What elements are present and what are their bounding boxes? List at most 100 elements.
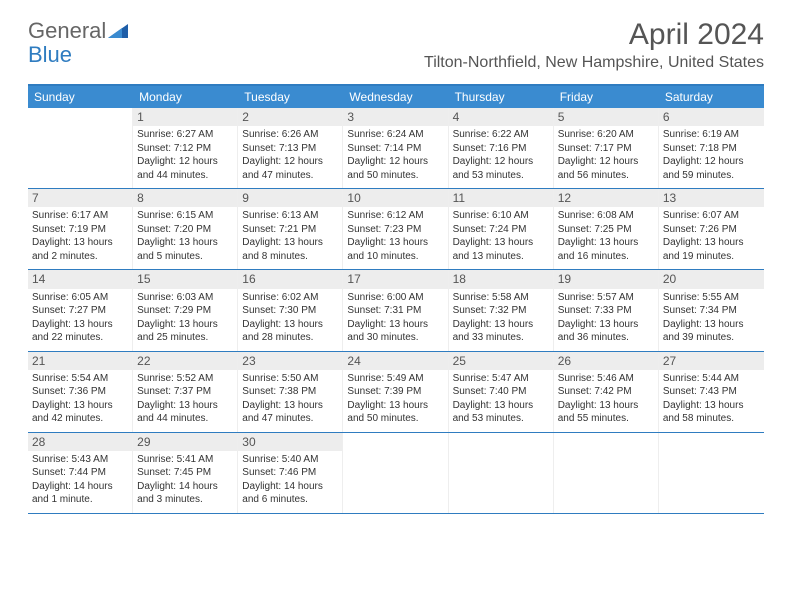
sunset-line: Sunset: 7:24 PM <box>453 223 549 237</box>
day-number: 9 <box>238 189 342 207</box>
weekday-header: Monday <box>133 86 238 108</box>
sunrise-line: Sunrise: 5:43 AM <box>32 453 128 467</box>
daylight-line: Daylight: 13 hours and 42 minutes. <box>32 399 128 426</box>
day-number: 19 <box>554 270 658 288</box>
day-number: 22 <box>133 352 237 370</box>
daylight-line: Daylight: 13 hours and 33 minutes. <box>453 318 549 345</box>
day-cell: . <box>343 433 448 513</box>
sunrise-line: Sunrise: 6:19 AM <box>663 128 760 142</box>
week-row: 21Sunrise: 5:54 AMSunset: 7:36 PMDayligh… <box>28 352 764 433</box>
day-number: 8 <box>133 189 237 207</box>
sunrise-line: Sunrise: 6:20 AM <box>558 128 654 142</box>
sunrise-line: Sunrise: 6:27 AM <box>137 128 233 142</box>
day-cell: . <box>554 433 659 513</box>
day-cell: . <box>28 108 133 188</box>
sunset-line: Sunset: 7:27 PM <box>32 304 128 318</box>
daylight-line: Daylight: 13 hours and 25 minutes. <box>137 318 233 345</box>
sunset-line: Sunset: 7:31 PM <box>347 304 443 318</box>
sunset-line: Sunset: 7:19 PM <box>32 223 128 237</box>
daylight-line: Daylight: 13 hours and 39 minutes. <box>663 318 760 345</box>
weekday-header: Saturday <box>659 86 764 108</box>
sunrise-line: Sunrise: 6:24 AM <box>347 128 443 142</box>
day-number: 29 <box>133 433 237 451</box>
calendar: SundayMondayTuesdayWednesdayThursdayFrid… <box>28 84 764 514</box>
sunset-line: Sunset: 7:32 PM <box>453 304 549 318</box>
sunset-line: Sunset: 7:18 PM <box>663 142 760 156</box>
week-row: 7Sunrise: 6:17 AMSunset: 7:19 PMDaylight… <box>28 189 764 270</box>
day-cell: 21Sunrise: 5:54 AMSunset: 7:36 PMDayligh… <box>28 352 133 432</box>
sunset-line: Sunset: 7:13 PM <box>242 142 338 156</box>
daylight-line: Daylight: 13 hours and 22 minutes. <box>32 318 128 345</box>
daylight-line: Daylight: 13 hours and 19 minutes. <box>663 236 760 263</box>
sunset-line: Sunset: 7:46 PM <box>242 466 338 480</box>
sunrise-line: Sunrise: 5:55 AM <box>663 291 760 305</box>
sunset-line: Sunset: 7:39 PM <box>347 385 443 399</box>
day-cell: 26Sunrise: 5:46 AMSunset: 7:42 PMDayligh… <box>554 352 659 432</box>
sunset-line: Sunset: 7:37 PM <box>137 385 233 399</box>
sunrise-line: Sunrise: 6:02 AM <box>242 291 338 305</box>
day-cell: 28Sunrise: 5:43 AMSunset: 7:44 PMDayligh… <box>28 433 133 513</box>
day-number: 27 <box>659 352 764 370</box>
daylight-line: Daylight: 12 hours and 53 minutes. <box>453 155 549 182</box>
week-row: 14Sunrise: 6:05 AMSunset: 7:27 PMDayligh… <box>28 270 764 351</box>
day-number: 5 <box>554 108 658 126</box>
month-title: April 2024 <box>424 18 764 52</box>
sunrise-line: Sunrise: 5:41 AM <box>137 453 233 467</box>
day-cell: 7Sunrise: 6:17 AMSunset: 7:19 PMDaylight… <box>28 189 133 269</box>
sunset-line: Sunset: 7:44 PM <box>32 466 128 480</box>
day-number: 13 <box>659 189 764 207</box>
daylight-line: Daylight: 13 hours and 2 minutes. <box>32 236 128 263</box>
sunset-line: Sunset: 7:14 PM <box>347 142 443 156</box>
sunset-line: Sunset: 7:20 PM <box>137 223 233 237</box>
day-cell: 23Sunrise: 5:50 AMSunset: 7:38 PMDayligh… <box>238 352 343 432</box>
day-cell: 17Sunrise: 6:00 AMSunset: 7:31 PMDayligh… <box>343 270 448 350</box>
day-number: 30 <box>238 433 342 451</box>
day-number: 6 <box>659 108 764 126</box>
day-number: 2 <box>238 108 342 126</box>
day-cell: 2Sunrise: 6:26 AMSunset: 7:13 PMDaylight… <box>238 108 343 188</box>
daylight-line: Daylight: 13 hours and 10 minutes. <box>347 236 443 263</box>
weekday-header: Wednesday <box>343 86 448 108</box>
day-number: 7 <box>28 189 132 207</box>
sunrise-line: Sunrise: 6:12 AM <box>347 209 443 223</box>
daylight-line: Daylight: 12 hours and 59 minutes. <box>663 155 760 182</box>
sunrise-line: Sunrise: 5:47 AM <box>453 372 549 386</box>
logo-text-2: Blue <box>28 42 72 68</box>
daylight-line: Daylight: 13 hours and 5 minutes. <box>137 236 233 263</box>
day-number: 21 <box>28 352 132 370</box>
day-number: 20 <box>659 270 764 288</box>
day-cell: 11Sunrise: 6:10 AMSunset: 7:24 PMDayligh… <box>449 189 554 269</box>
daylight-line: Daylight: 14 hours and 3 minutes. <box>137 480 233 507</box>
week-row: .1Sunrise: 6:27 AMSunset: 7:12 PMDayligh… <box>28 108 764 189</box>
sunrise-line: Sunrise: 6:08 AM <box>558 209 654 223</box>
day-cell: 8 Sunrise: 6:15 AMSunset: 7:20 PMDaylight… <box>133 189 238 269</box>
sunset-line: Sunset: 7:12 PM <box>137 142 233 156</box>
day-cell: 24Sunrise: 5:49 AMSunset: 7:39 PMDayligh… <box>343 352 448 432</box>
weekday-header: Friday <box>554 86 659 108</box>
day-cell: 1Sunrise: 6:27 AMSunset: 7:12 PMDaylight… <box>133 108 238 188</box>
day-cell: 16Sunrise: 6:02 AMSunset: 7:30 PMDayligh… <box>238 270 343 350</box>
daylight-line: Daylight: 13 hours and 55 minutes. <box>558 399 654 426</box>
sunset-line: Sunset: 7:33 PM <box>558 304 654 318</box>
daylight-line: Daylight: 13 hours and 58 minutes. <box>663 399 760 426</box>
day-number: 3 <box>343 108 447 126</box>
sunset-line: Sunset: 7:43 PM <box>663 385 760 399</box>
sunrise-line: Sunrise: 6:00 AM <box>347 291 443 305</box>
sunrise-line: Sunrise: 6:15 AM <box>137 209 233 223</box>
daylight-line: Daylight: 13 hours and 53 minutes. <box>453 399 549 426</box>
sunset-line: Sunset: 7:42 PM <box>558 385 654 399</box>
daylight-line: Daylight: 13 hours and 44 minutes. <box>137 399 233 426</box>
sunrise-line: Sunrise: 6:22 AM <box>453 128 549 142</box>
day-cell: 22Sunrise: 5:52 AMSunset: 7:37 PMDayligh… <box>133 352 238 432</box>
sunrise-line: Sunrise: 5:44 AM <box>663 372 760 386</box>
weekday-header: Sunday <box>28 86 133 108</box>
daylight-line: Daylight: 13 hours and 13 minutes. <box>453 236 549 263</box>
sunrise-line: Sunrise: 6:13 AM <box>242 209 338 223</box>
sunrise-line: Sunrise: 5:57 AM <box>558 291 654 305</box>
day-cell: 19Sunrise: 5:57 AMSunset: 7:33 PMDayligh… <box>554 270 659 350</box>
sunrise-line: Sunrise: 5:50 AM <box>242 372 338 386</box>
title-block: April 2024 Tilton-Northfield, New Hampsh… <box>424 18 764 72</box>
day-cell: 10Sunrise: 6:12 AMSunset: 7:23 PMDayligh… <box>343 189 448 269</box>
logo-triangle-icon <box>108 22 130 40</box>
daylight-line: Daylight: 13 hours and 16 minutes. <box>558 236 654 263</box>
